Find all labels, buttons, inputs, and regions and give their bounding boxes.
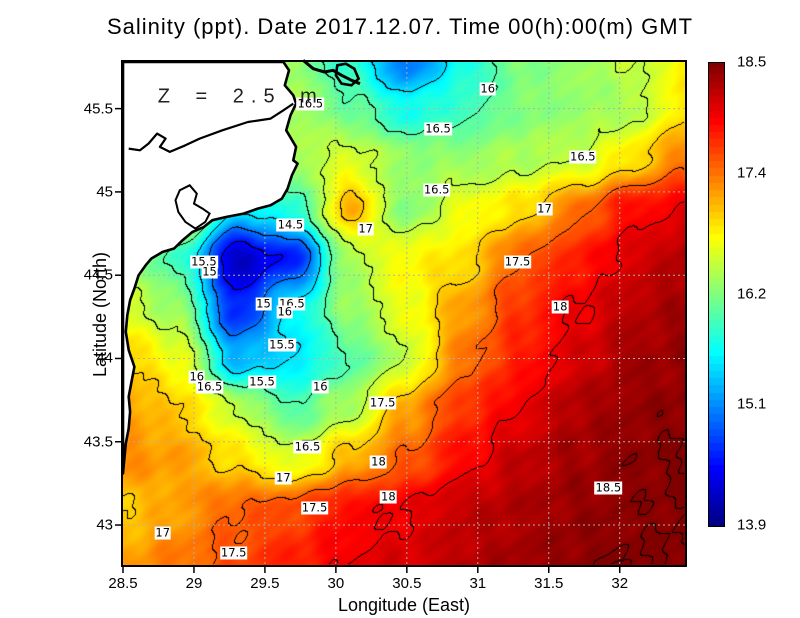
y-tick-label: 43.5 — [83, 433, 113, 451]
contour-label: 16.5 — [195, 379, 224, 394]
contour-label: 15 — [201, 264, 218, 279]
contour-label: 16 — [479, 81, 497, 96]
danube-lagoon-outline — [128, 102, 294, 153]
x-tick-label: 31.5 — [534, 575, 564, 592]
contour-label: 17.5 — [300, 500, 329, 515]
river-channel-coast — [302, 59, 361, 86]
contour-label: 18 — [380, 489, 397, 504]
contour-label: 16.5 — [293, 439, 322, 454]
contour-label: 15.5 — [268, 337, 296, 352]
contour-label: 16.5 — [424, 121, 452, 136]
y-tick-label: 44 — [96, 349, 113, 367]
x-tick-label: 31 — [469, 575, 487, 592]
land-mass — [121, 60, 299, 475]
coastal-island-outline — [334, 62, 361, 87]
x-tick-label: 28.5 — [108, 575, 138, 592]
x-tick-label: 32 — [611, 575, 629, 592]
y-tick-label: 43 — [96, 516, 113, 534]
contour-label: 17 — [536, 201, 553, 216]
contour-label: 18 — [370, 454, 387, 469]
y-tick-label: 45.5 — [83, 100, 113, 118]
contour-label: 16.5 — [296, 96, 325, 111]
contour-label: 15 — [255, 296, 272, 310]
contour-label: 16 — [276, 304, 294, 319]
y-tick-label: 45 — [96, 183, 113, 201]
y-axis-label: Latitude (North) — [90, 251, 111, 377]
contour-label: 15.5 — [190, 254, 218, 269]
colorbar-tick-label: 13.9 — [737, 516, 767, 534]
y-tick-label: 44.5 — [83, 266, 113, 284]
contour-label: 17 — [357, 221, 374, 236]
contour-label: 17 — [275, 470, 292, 485]
colorbar-tick-label: 18.5 — [737, 53, 767, 71]
contour-label: 18 — [551, 299, 569, 314]
x-tick-label: 29.5 — [250, 575, 280, 592]
contour-label: 16.5 — [569, 149, 597, 164]
contour-label: 16 — [311, 379, 329, 394]
contour-label: 16.5 — [422, 182, 451, 197]
contour-label: 17.5 — [503, 254, 532, 269]
contour-label: 14.5 — [276, 217, 305, 232]
x-tick-label: 30 — [327, 575, 345, 592]
contour-label: 18.5 — [594, 480, 623, 495]
contour-label: 17 — [154, 525, 172, 540]
coastal-lagoon-outline — [174, 184, 211, 230]
chart-title: Salinity (ppt). Date 2017.12.07. Time 00… — [106, 14, 694, 39]
depth-annotation: Z = 2.5 m — [157, 85, 324, 108]
contour-label: 17.5 — [368, 395, 397, 410]
x-tick-label: 29 — [185, 575, 203, 592]
colorbar-tick-label: 17.4 — [737, 164, 767, 182]
colorbar — [708, 62, 725, 527]
contour-label: 15.5 — [248, 374, 276, 389]
colorbar-tick-label: 16.2 — [737, 285, 767, 302]
contour-label: 16 — [188, 369, 206, 384]
contour-label: 17.5 — [219, 545, 248, 560]
x-tick-label: 30.5 — [392, 575, 422, 592]
x-axis-label: Longitude (East) — [337, 595, 471, 615]
colorbar-tick-label: 15.1 — [737, 395, 767, 413]
